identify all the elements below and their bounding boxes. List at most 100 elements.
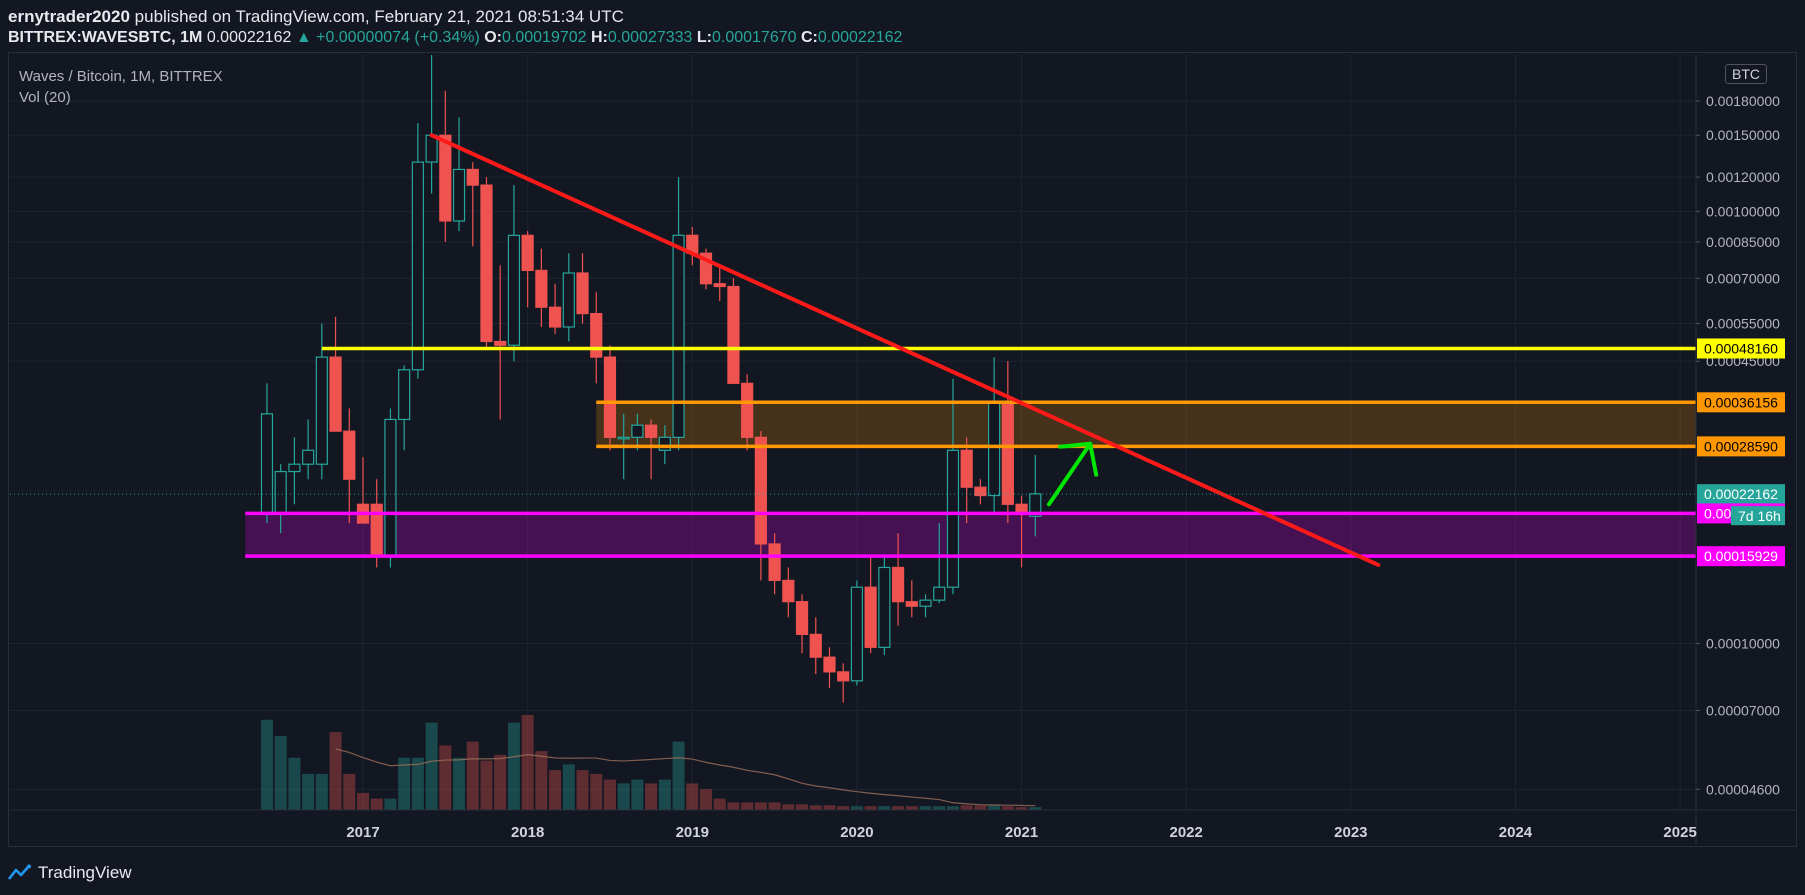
- volume-bar: [988, 805, 1001, 810]
- candle-down: [809, 633, 822, 658]
- volume-bar: [754, 802, 767, 810]
- x-tick-label: 2021: [1005, 824, 1038, 841]
- publication-header: ernytrader2020 published on TradingView.…: [0, 0, 1805, 52]
- volume-bar: [905, 806, 918, 810]
- open-value: 0.00019702: [502, 29, 587, 46]
- volume-bar: [521, 715, 534, 810]
- candle-down: [960, 449, 973, 488]
- candle-down: [864, 586, 877, 648]
- volume-bar: [260, 719, 273, 810]
- volume-bar: [864, 806, 877, 810]
- candle-up: [919, 599, 932, 607]
- y-tick-label: 0.00100000: [1706, 203, 1780, 219]
- author-name[interactable]: ernytrader2020: [8, 7, 130, 26]
- y-tick-label: 0.00120000: [1706, 169, 1780, 185]
- candle-down: [466, 168, 479, 186]
- volume-bar: [1015, 807, 1028, 810]
- price-label-box: [1697, 338, 1785, 359]
- price-label-text: 0.00022162: [1704, 486, 1778, 502]
- y-tick-label: 0.00085000: [1706, 234, 1780, 250]
- volume-bar: [700, 789, 712, 810]
- volume-bar: [549, 770, 562, 810]
- candle-down: [905, 601, 918, 607]
- volume-bar: [384, 798, 397, 810]
- volume-bar: [768, 802, 781, 810]
- volume-bar: [809, 805, 822, 810]
- volume-bar: [946, 806, 959, 810]
- low-value: 0.00017670: [711, 29, 797, 46]
- currency-tag[interactable]: BTC: [1725, 64, 1767, 84]
- volume-bar: [686, 783, 699, 810]
- volume-bar: [480, 760, 493, 810]
- price-label-text: 0.00048160: [1704, 340, 1778, 356]
- x-tick-label: 2019: [676, 824, 709, 841]
- y-tick-label: 0.00010000: [1706, 636, 1780, 652]
- volume-bar: [727, 802, 740, 810]
- close-value: 0.00022162: [817, 29, 903, 46]
- volume-bar: [919, 806, 932, 810]
- candle-down: [768, 543, 781, 581]
- candle-up: [452, 168, 466, 222]
- candle-up: [672, 234, 685, 438]
- y-tick-label: 0.00180000: [1706, 93, 1780, 109]
- tradingview-brand[interactable]: TradingView: [38, 863, 132, 882]
- volume-bar: [453, 757, 466, 810]
- x-tick-label: 2020: [840, 824, 873, 841]
- volume-bar: [411, 757, 424, 810]
- open-label: O:: [484, 29, 503, 46]
- candle-up: [946, 449, 960, 588]
- volume-bar: [370, 798, 383, 810]
- volume-bar: [741, 802, 754, 810]
- descending-trendline: [429, 133, 1381, 567]
- candle-down: [891, 566, 905, 603]
- volume-bar: [837, 806, 850, 810]
- candle-down: [1001, 402, 1014, 505]
- volume-bar: [617, 783, 630, 810]
- price-label-text: 0.00036156: [1704, 394, 1778, 410]
- volume-bar: [343, 773, 356, 810]
- high-value: 0.00027333: [607, 29, 693, 46]
- volume-bar: [302, 773, 315, 810]
- volume-bar: [1001, 806, 1014, 810]
- volume-bar: [631, 779, 644, 810]
- price-label-box: [1697, 392, 1785, 413]
- price-label-text: 0.00015929: [1704, 548, 1778, 564]
- last-price: 0.00022162: [206, 29, 292, 46]
- volume-bar: [315, 773, 328, 810]
- candle-up: [398, 369, 411, 421]
- volume-bar: [535, 751, 548, 810]
- candle-up: [658, 436, 671, 451]
- y-tick-label: 0.00004600: [1706, 781, 1780, 797]
- legend-title: Waves / Bitcoin, 1M, BITTREX: [19, 68, 223, 85]
- candle-up: [988, 402, 1001, 497]
- candle-up: [1029, 493, 1042, 517]
- close-label: C:: [800, 29, 818, 46]
- candle-up: [384, 418, 397, 556]
- chart-frame: [8, 52, 1797, 847]
- candle-down: [837, 671, 850, 682]
- candle-down: [439, 134, 452, 222]
- volume-bar: [974, 805, 987, 810]
- price-label-text: 0.00028590: [1704, 438, 1778, 454]
- candle-up: [562, 272, 575, 328]
- published-text: published on TradingView.com, February 2…: [134, 7, 624, 26]
- candle-up: [850, 586, 864, 682]
- tradingview-logo-icon: [8, 864, 31, 880]
- volume-bar: [329, 732, 342, 810]
- price-label-box: [1697, 436, 1785, 457]
- volume-bar: [494, 754, 507, 810]
- resistance-zone: [596, 402, 1696, 447]
- candle-down: [548, 306, 562, 328]
- volume-bar: [796, 804, 809, 810]
- candle-up: [631, 424, 644, 438]
- countdown-text: 7d 16h: [1738, 508, 1781, 524]
- price-axis-background: [1696, 55, 1796, 810]
- x-tick-label: 2022: [1170, 824, 1203, 841]
- volume-bar: [960, 805, 973, 810]
- candle-down: [535, 269, 548, 308]
- candle-down: [699, 252, 713, 285]
- candle-up: [274, 470, 287, 515]
- volume-bar: [823, 805, 836, 810]
- candle-up: [507, 234, 521, 346]
